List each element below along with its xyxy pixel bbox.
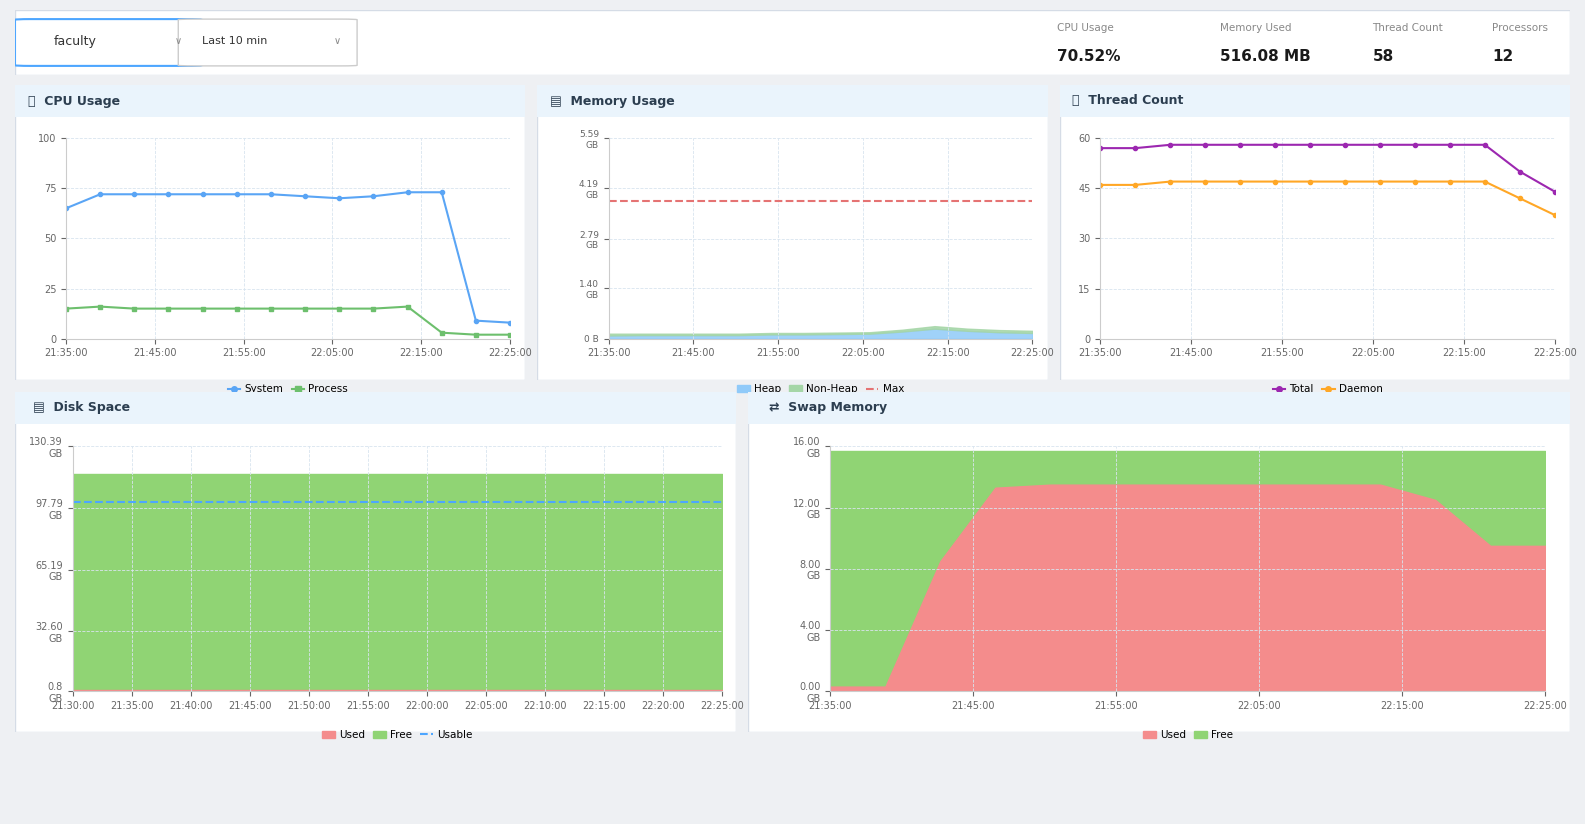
Text: CPU Usage: CPU Usage [1057,23,1114,33]
Text: 70.52%: 70.52% [1057,49,1121,64]
Text: 🏃  Thread Count: 🏃 Thread Count [1073,95,1184,107]
Bar [14,392,735,424]
Text: ⏱  CPU Usage: ⏱ CPU Usage [29,95,120,107]
Text: Processors: Processors [1491,23,1549,33]
Text: 516.08 MB: 516.08 MB [1220,49,1311,64]
Text: ∨: ∨ [176,36,182,46]
Text: ▤  Memory Usage: ▤ Memory Usage [550,95,675,107]
Text: ⇄  Swap Memory: ⇄ Swap Memory [769,401,888,414]
Bar [748,392,1571,424]
Text: ∨: ∨ [334,36,341,46]
FancyBboxPatch shape [14,10,1571,75]
Text: 58: 58 [1373,49,1393,64]
FancyBboxPatch shape [14,85,525,380]
Bar [14,85,525,117]
Text: Last 10 min: Last 10 min [201,36,266,46]
Bar [1060,85,1571,117]
Text: faculty: faculty [54,35,97,48]
FancyBboxPatch shape [1060,85,1571,380]
FancyBboxPatch shape [14,392,735,732]
FancyBboxPatch shape [748,392,1571,732]
FancyBboxPatch shape [178,19,357,66]
Text: ▤  Disk Space: ▤ Disk Space [33,401,130,414]
Bar [537,85,1048,117]
Text: 12: 12 [1491,49,1514,64]
FancyBboxPatch shape [14,19,201,66]
Text: Memory Used: Memory Used [1220,23,1292,33]
Text: Thread Count: Thread Count [1373,23,1444,33]
FancyBboxPatch shape [537,85,1048,380]
